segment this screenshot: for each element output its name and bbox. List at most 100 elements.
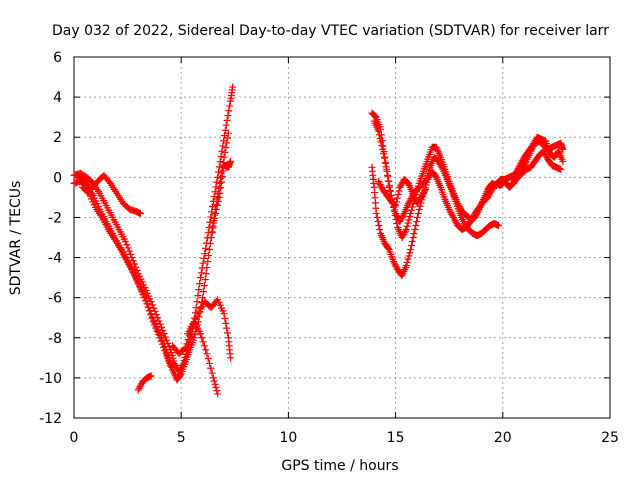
y-tick-label: 6 <box>53 50 62 66</box>
data-point <box>198 334 206 342</box>
data-point <box>199 338 207 346</box>
data-point <box>397 182 405 190</box>
data-point <box>420 179 428 187</box>
data-point <box>147 311 155 319</box>
data-point <box>143 300 151 308</box>
data-series-4 <box>169 296 235 362</box>
data-point <box>227 157 235 165</box>
data-point <box>212 384 220 392</box>
data-point <box>199 294 207 302</box>
data-point <box>201 276 209 284</box>
data-point <box>218 173 226 181</box>
data-point <box>407 209 415 217</box>
data-point <box>202 244 210 252</box>
data-point <box>451 217 459 225</box>
data-point <box>157 337 165 345</box>
data-point <box>200 342 208 350</box>
data-point <box>431 172 439 180</box>
data-point <box>215 185 223 193</box>
data-point <box>421 187 429 195</box>
data-point <box>180 345 188 353</box>
data-point <box>399 232 407 240</box>
data-point <box>514 165 522 173</box>
grid <box>74 57 610 418</box>
data-point <box>206 240 214 248</box>
data-point <box>155 317 163 325</box>
data-point <box>137 381 145 389</box>
data-point <box>438 164 446 172</box>
data-point <box>218 147 226 155</box>
data-point <box>402 225 410 233</box>
data-point <box>190 334 198 342</box>
data-point <box>129 257 137 265</box>
data-point <box>209 224 217 232</box>
data-point <box>220 153 228 161</box>
data-point <box>219 167 227 175</box>
data-point <box>144 303 152 311</box>
data-point <box>398 213 406 221</box>
data-point <box>407 246 415 254</box>
data-series-11 <box>374 175 430 209</box>
chart-title: Day 032 of 2022, Sidereal Day-to-day VTE… <box>52 23 609 39</box>
data-point <box>211 380 219 388</box>
data-point <box>153 327 161 335</box>
x-tick-label: 25 <box>601 430 619 446</box>
data-point <box>128 254 136 262</box>
data-point <box>210 219 218 227</box>
data-point <box>542 152 550 160</box>
data-point <box>217 184 225 192</box>
data-point <box>379 145 387 153</box>
data-point <box>399 211 407 219</box>
data-point <box>219 142 227 150</box>
data-point <box>215 163 223 171</box>
data-point <box>405 216 413 224</box>
data-point <box>161 347 169 355</box>
data-point <box>403 222 411 230</box>
data-series-9 <box>368 147 565 280</box>
data-point <box>203 264 211 272</box>
data-point <box>376 225 384 233</box>
data-point <box>138 287 146 295</box>
data-point <box>213 201 221 209</box>
data-point <box>223 139 231 147</box>
data-point <box>396 217 404 225</box>
data-series-3 <box>79 183 174 370</box>
x-axis-title: GPS time / hours <box>281 458 398 474</box>
data-point <box>405 252 413 260</box>
data-point <box>206 218 214 226</box>
data-point <box>557 165 565 173</box>
y-tick-label: -10 <box>39 371 62 387</box>
data-point <box>203 350 211 358</box>
data-point <box>371 112 379 120</box>
data-point <box>222 319 230 327</box>
data-point <box>205 252 213 260</box>
data-point <box>200 254 208 262</box>
data-point <box>445 205 453 213</box>
data-point <box>156 334 164 342</box>
data-point <box>407 206 415 214</box>
data-point <box>375 221 383 229</box>
data-point <box>392 211 400 219</box>
data-point <box>401 229 409 237</box>
data-point <box>159 327 167 335</box>
data-point <box>150 304 158 312</box>
data-point <box>448 210 456 218</box>
data-point <box>419 190 427 198</box>
data-series-10 <box>370 117 503 239</box>
data-point <box>145 307 153 315</box>
data-point <box>184 336 192 344</box>
data-point <box>421 178 429 186</box>
data-point <box>447 209 455 217</box>
data-point <box>486 189 494 197</box>
data-point <box>391 261 399 269</box>
data-point <box>392 209 400 217</box>
data-point <box>147 298 155 306</box>
data-point <box>392 198 400 206</box>
data-marks <box>70 83 567 398</box>
data-point <box>385 177 393 185</box>
data-point <box>376 134 384 142</box>
data-point <box>395 187 403 195</box>
data-point <box>204 258 212 266</box>
data-point <box>380 150 388 158</box>
data-point <box>406 249 414 257</box>
